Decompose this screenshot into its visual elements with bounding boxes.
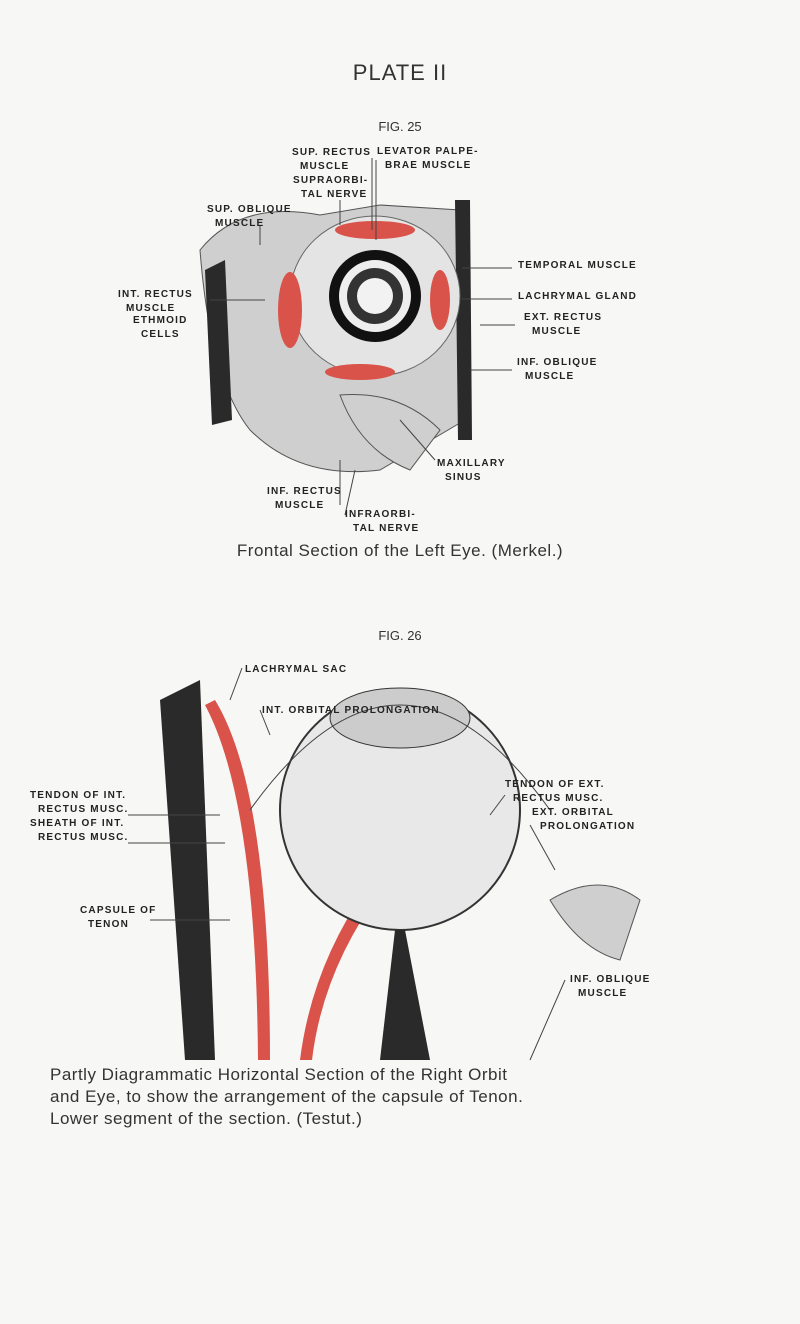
label: MUSCLE <box>215 218 264 229</box>
label: TEMPORAL MUSCLE <box>518 260 637 271</box>
label: TAL NERVE <box>353 523 419 534</box>
label: LACHRYMAL SAC <box>245 664 347 675</box>
label: TENDON OF INT. <box>30 790 126 801</box>
label: EXT. RECTUS <box>524 312 602 323</box>
label: INF. OBLIQUE <box>570 974 651 985</box>
plate-title: PLATE II <box>353 60 447 85</box>
caption: and Eye, to show the arrangement of the … <box>50 1087 523 1106</box>
label: SINUS <box>445 472 482 483</box>
caption: Lower segment of the section. (Testut.) <box>50 1109 362 1128</box>
inf-rectus <box>325 364 395 380</box>
label: MUSCLE <box>126 303 175 314</box>
label: SUP. RECTUS <box>292 147 371 158</box>
label: INF. RECTUS <box>267 486 342 497</box>
label: CAPSULE OF <box>80 905 156 916</box>
figure-26-leaders <box>128 667 566 1061</box>
maxillary-sinus <box>339 393 441 471</box>
label: CELLS <box>141 329 180 340</box>
int-rectus <box>278 272 302 348</box>
temporal-muscle <box>455 200 472 440</box>
label: INFRAORBI- <box>345 509 416 520</box>
label: RECTUS MUSC. <box>513 793 604 804</box>
label: TENDON OF EXT. <box>505 779 605 790</box>
ethmoid-cells <box>205 260 232 425</box>
label: BRAE MUSCLE <box>385 160 472 171</box>
label: EXT. ORBITAL <box>532 807 614 818</box>
label: TENON <box>88 919 129 930</box>
figure-25-illustration <box>199 200 472 473</box>
label: TAL NERVE <box>301 189 367 200</box>
figure-25-leaders <box>210 158 515 516</box>
label: RECTUS MUSC. <box>38 832 129 843</box>
leader-lines <box>128 667 566 1061</box>
sup-rectus <box>335 221 415 239</box>
label: MUSCLE <box>275 500 324 511</box>
optic-nerve <box>357 278 393 314</box>
caption: Frontal Section of the Left Eye. (Merkel… <box>237 541 563 560</box>
label: MAXILLARY <box>437 458 506 469</box>
figure-26-illustration <box>160 680 641 1060</box>
label: SUP. OBLIQUE <box>207 204 292 215</box>
caption: Partly Diagrammatic Horizontal Section o… <box>50 1065 507 1084</box>
label: MUSCLE <box>525 371 574 382</box>
label: SUPRAORBI- <box>293 175 368 186</box>
label: INT. ORBITAL PROLONGATION <box>262 705 440 716</box>
int-rectus-sheath <box>205 700 270 1060</box>
label: ETHMOID <box>133 315 188 326</box>
label: SHEATH OF INT. <box>30 818 124 829</box>
nasal-bone <box>160 680 215 1060</box>
label: PROLONGATION <box>540 821 635 832</box>
figure-label: FIG. 25 <box>378 119 421 134</box>
optic-nerve <box>380 930 430 1060</box>
label: INF. OBLIQUE <box>517 357 598 368</box>
label: MUSCLE <box>300 161 349 172</box>
label: RECTUS MUSC. <box>38 804 129 815</box>
lens <box>329 687 471 749</box>
inf-oblique <box>549 884 641 961</box>
label: INT. RECTUS <box>118 289 193 300</box>
ext-rectus <box>430 270 450 330</box>
label: MUSCLE <box>578 988 627 999</box>
label: MUSCLE <box>532 326 581 337</box>
figure-label: FIG. 26 <box>378 628 421 643</box>
leader-lines <box>210 158 515 516</box>
label: LACHRYMAL GLAND <box>518 291 637 302</box>
capsule-of-tenon <box>249 704 551 811</box>
label: LEVATOR PALPE- <box>377 146 479 157</box>
